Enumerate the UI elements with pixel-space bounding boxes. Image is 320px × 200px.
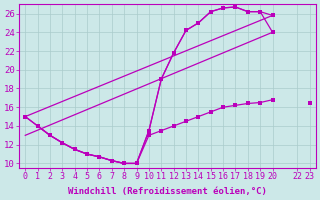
X-axis label: Windchill (Refroidissement éolien,°C): Windchill (Refroidissement éolien,°C) <box>68 187 267 196</box>
